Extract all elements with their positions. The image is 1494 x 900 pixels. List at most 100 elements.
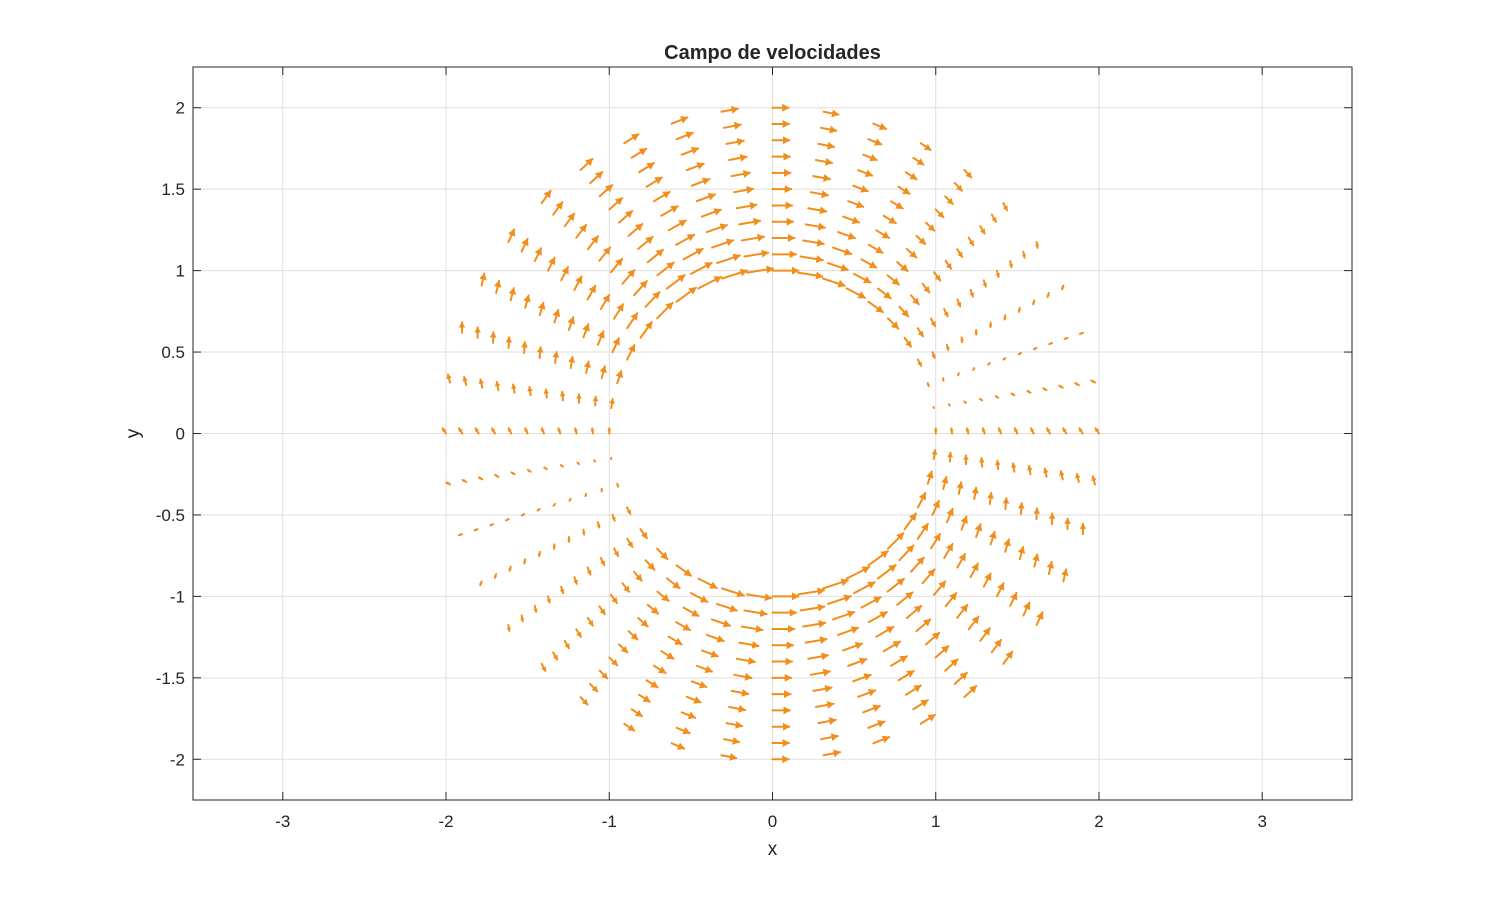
velocity-arrow xyxy=(552,543,556,550)
velocity-arrow xyxy=(716,253,741,265)
velocity-arrow xyxy=(904,684,922,696)
velocity-arrow xyxy=(546,256,556,272)
velocity-arrow xyxy=(582,323,590,339)
velocity-arrow xyxy=(710,618,732,628)
velocity-arrow xyxy=(896,591,914,606)
velocity-arrow xyxy=(853,272,872,284)
velocity-arrow xyxy=(832,246,853,256)
velocity-arrow xyxy=(956,603,969,619)
velocity-arrow xyxy=(912,699,929,711)
velocity-arrow xyxy=(505,518,510,522)
velocity-arrow xyxy=(574,427,578,435)
velocity-arrow xyxy=(609,398,615,410)
velocity-arrow xyxy=(682,247,704,261)
velocity-arrow xyxy=(820,125,838,134)
velocity-arrow xyxy=(1058,384,1064,389)
velocity-arrow xyxy=(533,604,538,613)
velocity-arrow xyxy=(852,673,872,683)
velocity-arrow xyxy=(583,360,591,375)
velocity-arrow xyxy=(1010,392,1016,397)
velocity-arrow xyxy=(963,400,967,404)
velocity-arrow xyxy=(543,388,550,399)
velocity-arrow xyxy=(660,650,675,660)
velocity-arrow xyxy=(491,427,496,435)
velocity-arrow xyxy=(579,696,589,706)
velocity-arrow xyxy=(971,486,979,500)
velocity-arrow xyxy=(728,153,748,162)
velocity-arrow xyxy=(646,248,665,264)
velocity-arrow xyxy=(972,367,976,371)
velocity-arrow xyxy=(1032,346,1038,351)
velocity-arrow xyxy=(771,266,800,275)
velocity-arrow xyxy=(875,625,895,638)
velocity-arrow xyxy=(559,464,564,468)
velocity-arrow xyxy=(445,481,452,486)
velocity-arrow xyxy=(898,544,915,562)
velocity-arrow xyxy=(771,120,791,128)
velocity-arrow xyxy=(1017,545,1026,561)
velocity-arrow xyxy=(458,427,464,435)
y-tick-label: 0.5 xyxy=(161,343,185,362)
velocity-arrow xyxy=(489,331,497,344)
velocity-arrow xyxy=(929,317,937,328)
velocity-arrow xyxy=(586,616,594,627)
velocity-arrow xyxy=(771,185,793,194)
velocity-arrow xyxy=(996,582,1005,598)
velocity-arrow xyxy=(478,378,485,389)
velocity-arrow xyxy=(997,427,1003,435)
velocity-arrow xyxy=(1017,351,1022,356)
velocity-arrow xyxy=(990,638,1003,654)
velocity-arrow xyxy=(494,381,501,392)
velocity-arrow xyxy=(543,466,548,471)
velocity-arrow xyxy=(716,602,738,613)
velocity-arrow xyxy=(771,168,792,177)
velocity-arrow xyxy=(771,706,791,715)
velocity-arrow xyxy=(637,616,649,628)
velocity-arrow xyxy=(857,688,877,698)
velocity-arrow xyxy=(609,593,618,605)
velocity-arrow xyxy=(656,590,670,602)
velocity-arrow xyxy=(600,487,604,493)
velocity-arrow xyxy=(1075,472,1081,483)
velocity-arrow xyxy=(960,336,964,344)
velocity-arrow xyxy=(925,631,941,646)
velocity-arrow xyxy=(1026,389,1032,394)
velocity-arrow xyxy=(675,233,696,246)
velocity-arrow xyxy=(670,742,686,750)
velocity-arrow xyxy=(489,523,495,527)
x-tick-label: 1 xyxy=(931,812,940,831)
velocity-arrow xyxy=(735,201,758,210)
velocity-arrow xyxy=(1002,497,1010,511)
velocity-arrow xyxy=(857,169,874,177)
velocity-arrow xyxy=(982,279,988,288)
velocity-arrow xyxy=(609,257,624,274)
velocity-arrow xyxy=(510,471,516,476)
velocity-arrow xyxy=(771,755,790,764)
velocity-arrow xyxy=(536,508,541,512)
velocity-arrow xyxy=(695,192,716,203)
velocity-arrow xyxy=(563,212,576,228)
velocity-arrow xyxy=(826,594,852,605)
velocity-arrow xyxy=(842,215,861,225)
velocity-arrow xyxy=(626,506,632,515)
velocity-arrow xyxy=(1002,202,1009,212)
velocity-arrow xyxy=(1033,507,1040,521)
velocity-arrow xyxy=(944,259,953,270)
velocity-arrow xyxy=(599,294,611,311)
velocity-arrow xyxy=(947,451,954,463)
velocity-arrow xyxy=(621,582,631,593)
velocity-arrow xyxy=(632,570,643,582)
velocity-arrow xyxy=(675,726,691,735)
velocity-arrow xyxy=(987,491,994,505)
velocity-arrow xyxy=(916,491,927,509)
velocity-arrow xyxy=(505,336,513,349)
velocity-arrow xyxy=(508,287,516,302)
velocity-arrow xyxy=(441,427,448,435)
velocity-arrow xyxy=(1002,356,1007,361)
velocity-arrow xyxy=(523,294,531,309)
velocity-arrow xyxy=(586,284,597,301)
velocity-arrow xyxy=(458,321,466,334)
velocity-arrow xyxy=(494,473,500,478)
x-tick-label: 3 xyxy=(1257,812,1266,831)
velocity-arrow xyxy=(667,219,687,232)
